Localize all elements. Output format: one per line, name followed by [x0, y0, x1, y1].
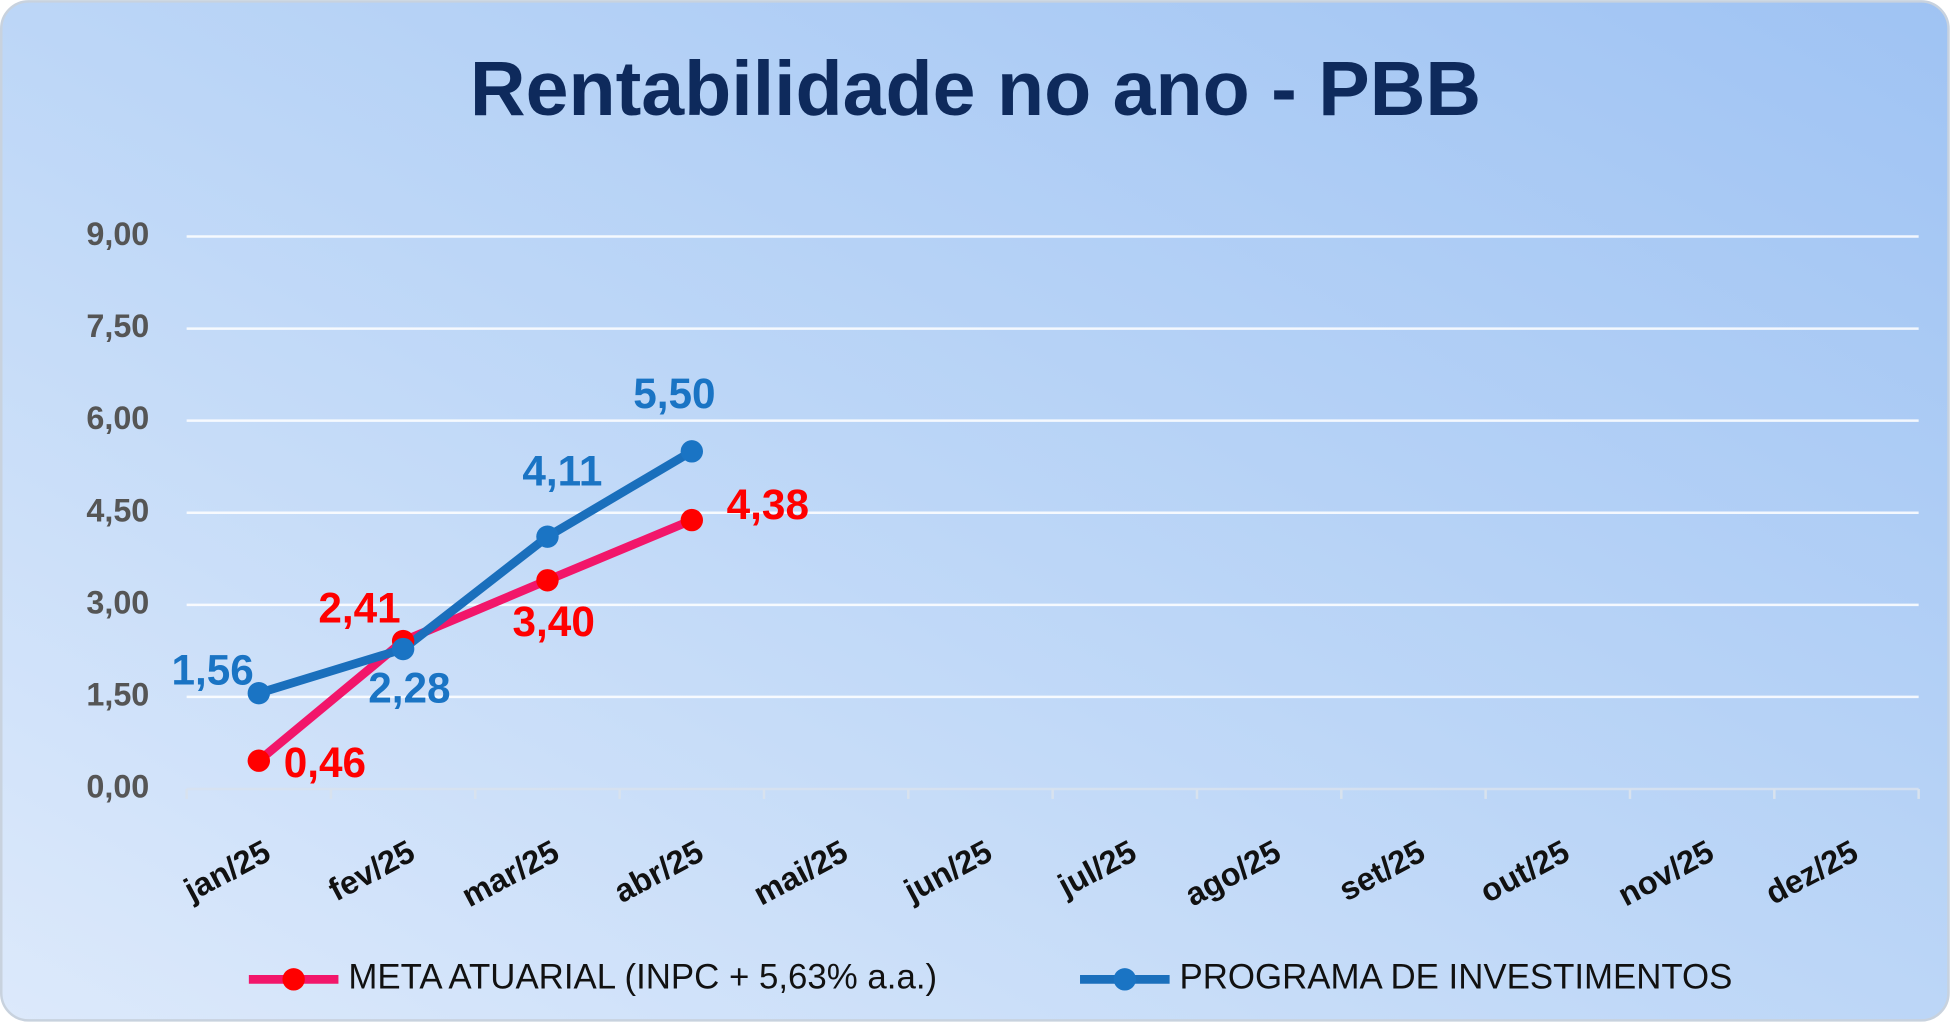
marker	[536, 569, 559, 592]
legend-marker	[1113, 968, 1137, 991]
legend-label: META ATUARIAL (INPC + 5,63% a.a.)	[348, 958, 937, 997]
data-label: 4,38	[727, 481, 809, 528]
series-line	[256, 516, 694, 765]
data-label: 2,41	[318, 584, 400, 631]
y-tick-label: 7,50	[86, 308, 149, 344]
data-label: 2,28	[368, 664, 450, 711]
series-line	[257, 447, 695, 698]
data-label: 1,56	[172, 646, 254, 693]
y-tick-label: 4,50	[86, 492, 149, 528]
marker	[391, 637, 415, 661]
marker	[536, 525, 559, 548]
y-tick-label: 9,00	[86, 216, 149, 252]
marker	[247, 682, 271, 705]
y-tick-label: 6,00	[86, 400, 149, 436]
data-label: 4,11	[522, 448, 602, 495]
legend-marker	[282, 968, 305, 991]
data-label: 5,50	[633, 370, 715, 417]
data-label: 0,46	[284, 739, 366, 786]
marker	[680, 508, 704, 532]
y-tick-label: 1,50	[86, 676, 149, 712]
marker	[247, 749, 271, 772]
y-tick-label: 3,00	[86, 584, 149, 620]
legend-label: PROGRAMA DE INVESTIMENTOS	[1180, 958, 1733, 997]
y-tick-label: 0,00	[86, 769, 149, 805]
chart-title: Rentabilidade no ano - PBB	[470, 46, 1481, 132]
marker	[680, 440, 704, 463]
data-label: 3,40	[513, 598, 595, 645]
